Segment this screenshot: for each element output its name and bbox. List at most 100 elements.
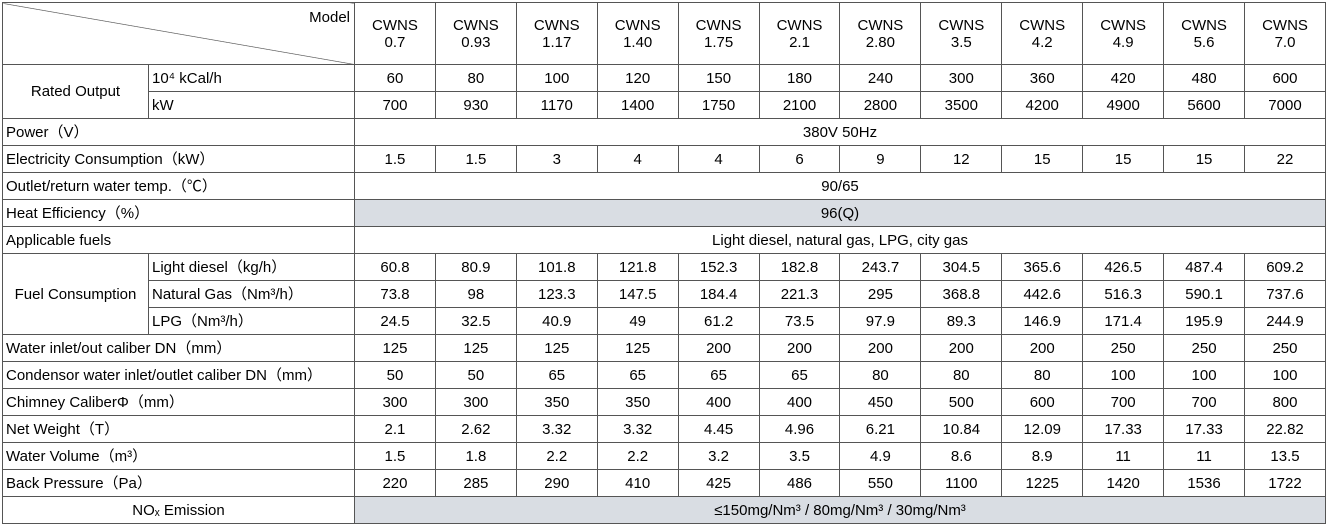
value-cell: 9 [839, 145, 922, 173]
row-label: Power（V） [1, 118, 356, 146]
value-cell: 350 [596, 388, 679, 416]
table-row: Water Volume（m³） 1.5 1.8 2.2 2.2 3.2 3.5 4.9 8.6… [1, 442, 1327, 470]
value-cell: 200 [920, 334, 1003, 362]
value-cell: 700 [354, 91, 436, 119]
table-row: Fuel Consumption Light diesel（kg/h） 60.8 80… [2, 253, 1327, 335]
model-series: CWNS [1100, 16, 1147, 34]
value-cell: 410 [596, 469, 679, 497]
row-label: Applicable fuels [1, 226, 356, 254]
value-cell: 123.3 [515, 280, 598, 308]
value-cell: 450 [839, 388, 922, 416]
model-series: CWNS [857, 16, 904, 34]
value-cell: 1225 [1001, 469, 1084, 497]
value-cell: 80 [920, 361, 1003, 389]
value-cell: 80 [434, 64, 517, 92]
value-cell: 22 [1243, 145, 1327, 173]
sub-label: Light diesel（kg/h） [147, 253, 356, 281]
value-cell: 6.21 [839, 415, 922, 443]
group-label: Fuel Consumption [2, 253, 149, 335]
value-cell: 350 [515, 388, 598, 416]
value-cell: 121.8 [596, 253, 679, 281]
value-cell: 200 [1001, 334, 1084, 362]
table-row: Chimney CaliberΦ（mm） 300 300 350 350 400 400 45… [1, 388, 1327, 416]
value-cell: 300 [434, 388, 517, 416]
model-series: CWNS [452, 16, 499, 34]
row-label: Water inlet/out caliber DN（mm） [1, 334, 356, 362]
model-series: CWNS [1019, 16, 1066, 34]
value-cell: 2.2 [515, 442, 598, 470]
row-label: Outlet/return water temp.（℃） [1, 172, 356, 200]
model-header: CWNS 1.75 [677, 2, 760, 65]
value-cell: 400 [677, 388, 760, 416]
value-cell: 7000 [1243, 91, 1327, 119]
sub-label: LPG（Nm³/h） [147, 307, 356, 335]
value-cell: 2800 [839, 91, 922, 119]
value-cell: 11 [1082, 442, 1165, 470]
value-cell: 97.9 [839, 307, 922, 335]
value-cell: 420 [1082, 64, 1165, 92]
value-cell: 300 [354, 388, 436, 416]
value-cell: 220 [354, 469, 436, 497]
value-cell: 426.5 [1082, 253, 1165, 281]
value-cell: 1420 [1082, 469, 1165, 497]
value-cell: 442.6 [1001, 280, 1084, 308]
value-cell: 1.8 [434, 442, 517, 470]
table-row: Natural Gas（Nm³/h） 73.8 98 123.3 147.5 184.4 2… [3, 280, 1327, 308]
value-cell: 50 [354, 361, 436, 389]
value-cell: 80.9 [434, 253, 517, 281]
model-series: CWNS [695, 16, 742, 34]
group-label: Rated Output [2, 64, 149, 119]
table-row: Outlet/return water temp.（℃） 90/65 [1, 172, 1326, 200]
table-row: Power（V） 380V 50Hz [1, 118, 1326, 146]
value-cell: 800 [1243, 388, 1327, 416]
value-cell: 1.5 [354, 145, 436, 173]
value-cell: 24.5 [354, 307, 436, 335]
span-cell: 90/65 [354, 172, 1326, 200]
value-cell: 146.9 [1001, 307, 1084, 335]
value-cell: 487.4 [1163, 253, 1245, 281]
value-cell: 125 [515, 334, 598, 362]
model-size: 2.80 [865, 33, 895, 51]
value-cell: 250 [1163, 334, 1245, 362]
value-cell: 4 [677, 145, 760, 173]
model-size: 2.1 [789, 33, 810, 51]
value-cell: 150 [677, 64, 760, 92]
value-cell: 125 [354, 334, 436, 362]
value-cell: 13.5 [1243, 442, 1327, 470]
value-cell: 65 [596, 361, 679, 389]
model-header: CWNS 7.0 [1243, 2, 1327, 65]
value-cell: 4200 [1001, 91, 1084, 119]
value-cell: 8.6 [920, 442, 1003, 470]
value-cell: 3.5 [758, 442, 841, 470]
value-cell: 4900 [1082, 91, 1165, 119]
model-size: 1.17 [542, 33, 572, 51]
table-row: Applicable fuels Light diesel, natural ga… [1, 226, 1326, 254]
value-cell: 609.2 [1243, 253, 1327, 281]
row-label: Back Pressure（Pa） [1, 469, 356, 497]
value-cell: 200 [677, 334, 760, 362]
value-cell: 300 [920, 64, 1003, 92]
value-cell: 120 [596, 64, 679, 92]
table-row: Condensor water inlet/outlet caliber DN（… [1, 361, 1327, 389]
value-cell: 480 [1163, 64, 1245, 92]
sub-label: 10⁴ kCal/h [147, 64, 356, 92]
value-cell: 6 [758, 145, 841, 173]
model-header: CWNS 0.93 [434, 2, 517, 65]
value-cell: 295 [839, 280, 922, 308]
model-size: 5.6 [1193, 33, 1215, 51]
value-cell: 3 [515, 145, 598, 173]
row-label: Electricity Consumption（kW） [1, 145, 356, 173]
model-size: 4.9 [1112, 33, 1134, 51]
value-cell: 700 [1082, 388, 1165, 416]
value-cell: 4.9 [839, 442, 922, 470]
value-cell: 100 [1163, 361, 1245, 389]
value-cell: 737.6 [1243, 280, 1327, 308]
span-cell: 96(Q) [354, 199, 1326, 227]
value-cell: 1100 [920, 469, 1003, 497]
value-cell: 125 [434, 334, 517, 362]
table-row: Net Weight（T） 2.1 2.62 3.32 3.32 4.45 4.96 6.21… [1, 415, 1327, 443]
value-cell: 4.96 [758, 415, 841, 443]
value-cell: 360 [1001, 64, 1084, 92]
value-cell: 180 [758, 64, 841, 92]
